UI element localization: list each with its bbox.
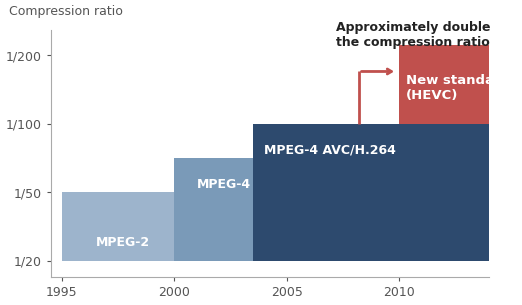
Text: Compression ratio: Compression ratio (9, 5, 123, 18)
Text: MPEG-4 AVC/H.264: MPEG-4 AVC/H.264 (264, 143, 396, 156)
Bar (174, 158, 489, 261)
Text: MPEG-2: MPEG-2 (96, 236, 150, 249)
Text: Approximately double
the compression ratio: Approximately double the compression rat… (336, 21, 491, 49)
Bar (399, 45, 489, 124)
Bar (253, 124, 489, 261)
Text: MPEG-4: MPEG-4 (197, 178, 251, 191)
Bar (62, 192, 489, 261)
Text: New standard
(HEVC): New standard (HEVC) (406, 74, 510, 102)
